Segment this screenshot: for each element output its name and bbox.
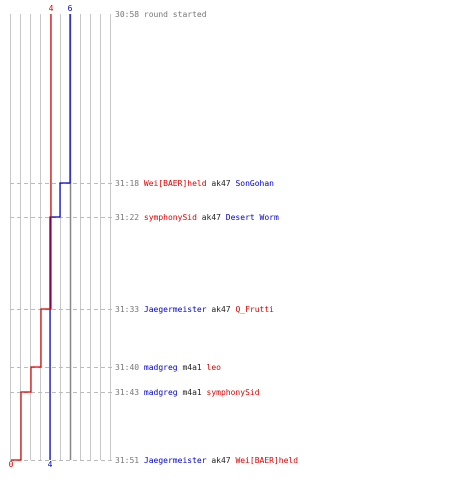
killer-name: Jaegermeister — [144, 456, 207, 465]
weapon-name: m4a1 — [178, 363, 207, 372]
event-text: round started — [144, 10, 207, 19]
kill-event: 31:43 madgreg m4a1 symphonySid — [115, 388, 260, 397]
event-time: 30:58 — [115, 10, 144, 19]
event-time: 31:51 — [115, 456, 144, 465]
event-time: 31:22 — [115, 213, 144, 222]
event-time: 31:43 — [115, 388, 144, 397]
killer-name: madgreg — [144, 388, 178, 397]
victim-name: symphonySid — [207, 388, 260, 397]
kill-event: 31:51 Jaegermeister ak47 Wei[BAER]held — [115, 456, 298, 465]
team-a-end-score: 4 — [48, 460, 53, 469]
kill-event: 31:22 symphonySid ak47 Desert Worm — [115, 213, 279, 222]
weapon-name: ak47 — [207, 305, 236, 314]
kill-event: 31:40 madgreg m4a1 leo — [115, 363, 221, 372]
weapon-name: ak47 — [207, 456, 236, 465]
team-a-start-score: 6 — [68, 4, 73, 13]
event-time: 31:40 — [115, 363, 144, 372]
victim-name: SonGohan — [235, 179, 274, 188]
kill-event: 31:18 Wei[BAER]held ak47 SonGohan — [115, 179, 274, 188]
weapon-name: ak47 — [197, 213, 226, 222]
event-time: 31:33 — [115, 305, 144, 314]
weapon-name: m4a1 — [178, 388, 207, 397]
victim-name: Wei[BAER]held — [235, 456, 298, 465]
killer-name: Wei[BAER]held — [144, 179, 207, 188]
team-b-score-line — [11, 14, 52, 461]
killer-name: Jaegermeister — [144, 305, 207, 314]
team-a-score-line — [49, 14, 71, 460]
weapon-name: ak47 — [207, 179, 236, 188]
killer-name: symphonySid — [144, 213, 197, 222]
event-guides — [10, 183, 112, 461]
score-labels: 6 4 4 0 — [9, 4, 73, 469]
kill-event: 31:33 Jaegermeister ak47 Q_Frutti — [115, 305, 274, 314]
round-start-event: 30:58 round started — [115, 10, 207, 19]
team-b-end-score: 0 — [9, 460, 14, 469]
score-grid — [10, 14, 111, 460]
victim-name: Q_Frutti — [235, 305, 274, 314]
victim-name: leo — [207, 363, 222, 372]
event-time: 31:18 — [115, 179, 144, 188]
killer-name: madgreg — [144, 363, 178, 372]
victim-name: Desert Worm — [226, 213, 279, 222]
team-b-start-score: 4 — [49, 4, 54, 13]
event-log: 30:58 round started 31:18 Wei[BAER]held a… — [115, 10, 298, 465]
score-lines — [11, 14, 71, 461]
